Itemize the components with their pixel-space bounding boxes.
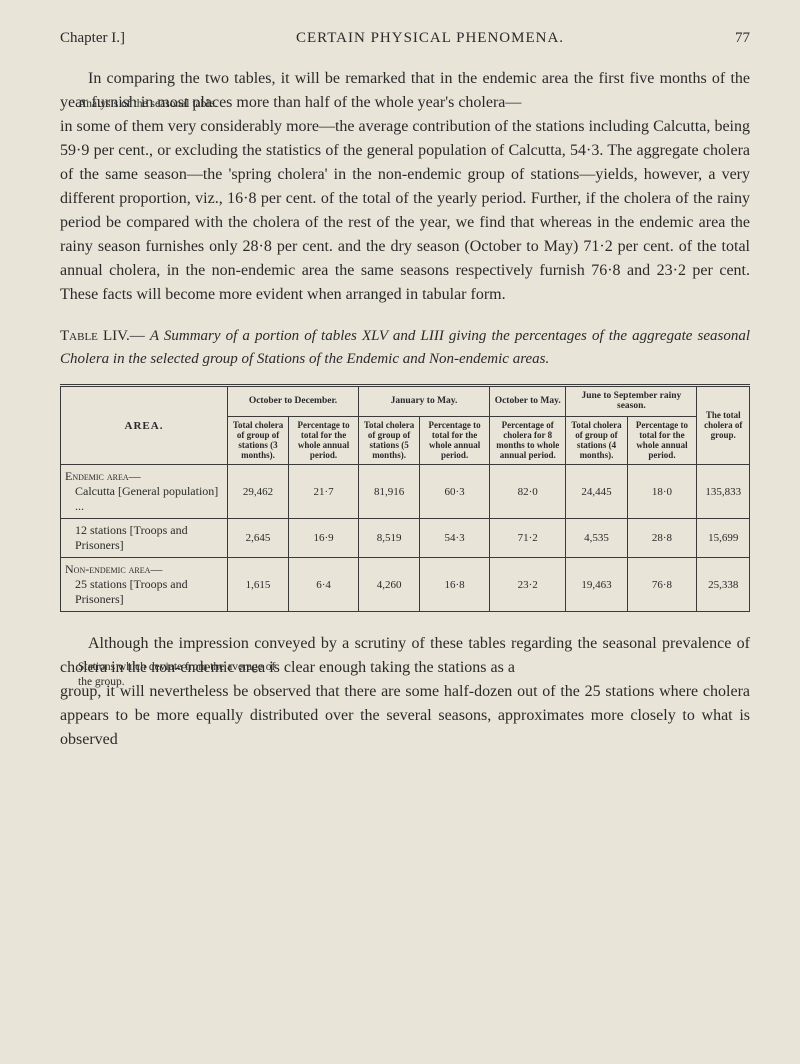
th-total-4m: Total cholera of group of stations (4 mo… [566,416,627,465]
row2-sub: 25 stations [Troops and Prisoners] [65,577,224,607]
running-header: Chapter I.] CERTAIN PHYSICAL PHENOMENA. … [60,30,750,47]
cell-area: 12 stations [Troops and Prisoners] [61,519,228,558]
cell: 6·4 [289,558,359,612]
row2-head: Non-endemic area— [65,562,162,576]
cell: 18·0 [627,465,697,519]
cell: 71·2 [490,519,566,558]
cell: 4,535 [566,519,627,558]
th-pct-2: Percentage to total for the whole annual… [420,416,490,465]
cell: 29,462 [228,465,289,519]
header-left: Chapter I.] [60,30,125,47]
sidenote-stations: Stations which deviate from the average … [78,660,278,690]
cell: 81,916 [359,465,420,519]
cell: 2,645 [228,519,289,558]
th-total-3m: Total cholera of group of stations (3 mo… [228,416,289,465]
table-row: 12 stations [Troops and Prisoners] 2,645… [61,519,750,558]
cell: 15,699 [697,519,750,558]
cell: 21·7 [289,465,359,519]
th-pct-4: Percentage to total for the whole annual… [627,416,697,465]
cell: 16·8 [420,558,490,612]
cell: 16·9 [289,519,359,558]
row1-sub: 12 stations [Troops and Prisoners] [65,523,224,553]
cell: 1,615 [228,558,289,612]
cell: 60·3 [420,465,490,519]
paragraph-2b: group, it will nevertheless be observed … [60,680,750,752]
cell: 82·0 [490,465,566,519]
cell: 8,519 [359,519,420,558]
cell: 135,833 [697,465,750,519]
row0-sub: Calcutta [General population] ... [65,484,224,514]
cell: 28·8 [627,519,697,558]
table-row: Non-endemic area— 25 stations [Troops an… [61,558,750,612]
table-caption-body: A Summary of a portion of tables XLV and… [60,328,750,367]
cell-area: Non-endemic area— 25 stations [Troops an… [61,558,228,612]
data-table: AREA. October to December. January to Ma… [60,384,750,612]
table-caption-prefix: Table LIV.— [60,328,145,344]
th-grp-oct-may: October to May. [490,386,566,417]
cell: 23·2 [490,558,566,612]
th-total-group: The total cholera of group. [697,386,750,465]
sidenote-analysis: Analysis of the seasonal table. [78,97,268,112]
th-grp-jan-may: January to May. [359,386,490,417]
cell-area: Endemic area— Calcutta [General populati… [61,465,228,519]
th-pct-8m: Percentage of cholera for 8 months to wh… [490,416,566,465]
cell: 19,463 [566,558,627,612]
paragraph-1b: in some of them very considerably more—t… [60,115,750,307]
body-block-2: Although the impression conveyed by a sc… [60,632,750,752]
cell: 54·3 [420,519,490,558]
th-grp-oct-dec: October to December. [228,386,359,417]
cell: 76·8 [627,558,697,612]
row0-head: Endemic area— [65,469,141,483]
cell: 24,445 [566,465,627,519]
th-grp-jun-sep: June to September rainy season. [566,386,697,417]
page: Chapter I.] CERTAIN PHYSICAL PHENOMENA. … [0,0,800,796]
cell: 25,338 [697,558,750,612]
th-area: AREA. [61,386,228,465]
header-center: CERTAIN PHYSICAL PHENOMENA. [125,30,735,47]
th-pct-1: Percentage to total for the whole annual… [289,416,359,465]
header-right: 77 [735,30,750,47]
body-block-1: In comparing the two tables, it will be … [60,67,750,307]
cell: 4,260 [359,558,420,612]
table-row: Endemic area— Calcutta [General populati… [61,465,750,519]
th-total-5m: Total cholera of group of stations (5 mo… [359,416,420,465]
table-caption: Table LIV.— A Summary of a portion of ta… [60,325,750,370]
